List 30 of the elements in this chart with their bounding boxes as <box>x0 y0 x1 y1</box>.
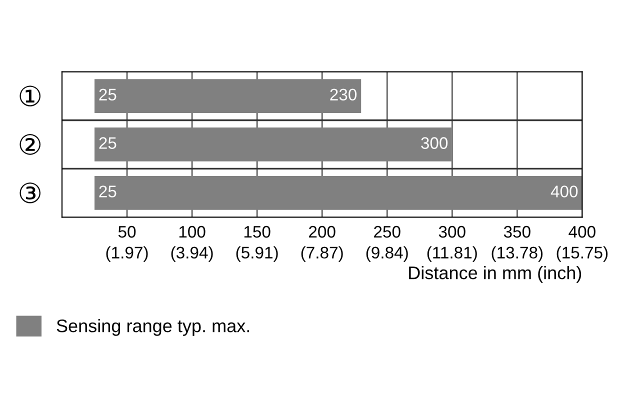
y-tick-label: ② <box>20 134 40 155</box>
bar <box>94 79 362 113</box>
text: 300 <box>421 137 448 149</box>
annotation: 25 <box>99 186 116 198</box>
text: (11.81) <box>427 246 477 262</box>
x-tick-label: 400 <box>568 226 596 238</box>
y-tick-label: ③ <box>20 182 40 204</box>
y-tick-label: ① <box>20 86 40 106</box>
x-tick-label: 350 <box>504 226 530 238</box>
bar <box>94 176 582 210</box>
x-tick-label: 200 <box>309 226 336 238</box>
annotation: 25 <box>99 88 116 101</box>
bar <box>94 128 452 162</box>
text: (1.97) <box>106 246 148 262</box>
legend-label: Sensing range typ. max. <box>56 319 250 336</box>
x-tick-label: 50 <box>118 226 136 238</box>
x-tick-label: 300 <box>438 226 466 238</box>
x-axis-title: Distance in mm (inch) <box>409 266 582 283</box>
x-tick-label: 150 <box>244 226 270 238</box>
text: (15.75) <box>556 246 608 262</box>
x-tick-label: 250 <box>374 226 400 238</box>
annotation: 25 <box>99 137 116 149</box>
text: (5.91) <box>236 246 278 262</box>
text: 230 <box>330 88 357 101</box>
text: (13.78) <box>492 246 543 262</box>
x-tick-label: 100 <box>179 226 206 238</box>
text: 400 <box>550 186 578 198</box>
text: (9.84) <box>366 246 408 262</box>
text: (3.94) <box>171 246 213 262</box>
text: (7.87) <box>301 246 343 262</box>
